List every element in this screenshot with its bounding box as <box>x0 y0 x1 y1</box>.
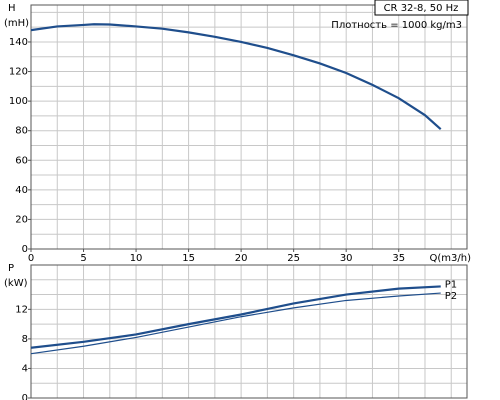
x-axis-label: Q(m3/h) <box>430 253 472 264</box>
y-axis-label: H <box>8 3 16 14</box>
curve <box>30 292 441 355</box>
curve <box>30 285 441 349</box>
y-tick-label: 80 <box>15 126 28 137</box>
series-label: P1 <box>445 279 457 290</box>
series-label: P2 <box>445 291 457 302</box>
y-tick-label: 60 <box>15 155 28 166</box>
x-tick-label: 0 <box>28 253 34 264</box>
plot-frame <box>30 264 468 399</box>
y-tick-label: 20 <box>15 214 28 225</box>
plot-frame <box>30 4 468 250</box>
x-tick-label: 15 <box>182 253 195 264</box>
y-tick-label: 100 <box>9 96 28 107</box>
curve <box>30 23 442 131</box>
x-tick-label: 5 <box>80 253 86 264</box>
y-tick-label: 120 <box>9 67 28 78</box>
x-tick-label: 30 <box>340 253 353 264</box>
x-tick-label: 10 <box>130 253 143 264</box>
y-axis-unit: (kW) <box>4 278 28 289</box>
x-tick-label: 20 <box>235 253 248 264</box>
y-tick-label: 8 <box>22 334 28 345</box>
x-tick-label: 25 <box>287 253 300 264</box>
y-tick-label: 12 <box>15 304 28 315</box>
y-tick-label: 4 <box>22 363 28 374</box>
annotation: Плотность = 1000 kg/m3 <box>331 20 462 31</box>
y-tick-label: 0 <box>22 244 28 255</box>
y-tick-label: 0 <box>22 393 28 400</box>
y-axis-label: P <box>8 263 14 274</box>
y-axis-unit: (mH) <box>4 18 29 29</box>
legend-title: CR 32-8, 50 Hz <box>384 3 459 14</box>
plot-area <box>31 5 467 249</box>
legend-box <box>374 0 469 16</box>
y-tick-label: 40 <box>15 185 28 196</box>
y-tick-label: 140 <box>9 37 28 48</box>
x-tick-label: 35 <box>392 253 405 264</box>
plot-area <box>31 265 467 398</box>
